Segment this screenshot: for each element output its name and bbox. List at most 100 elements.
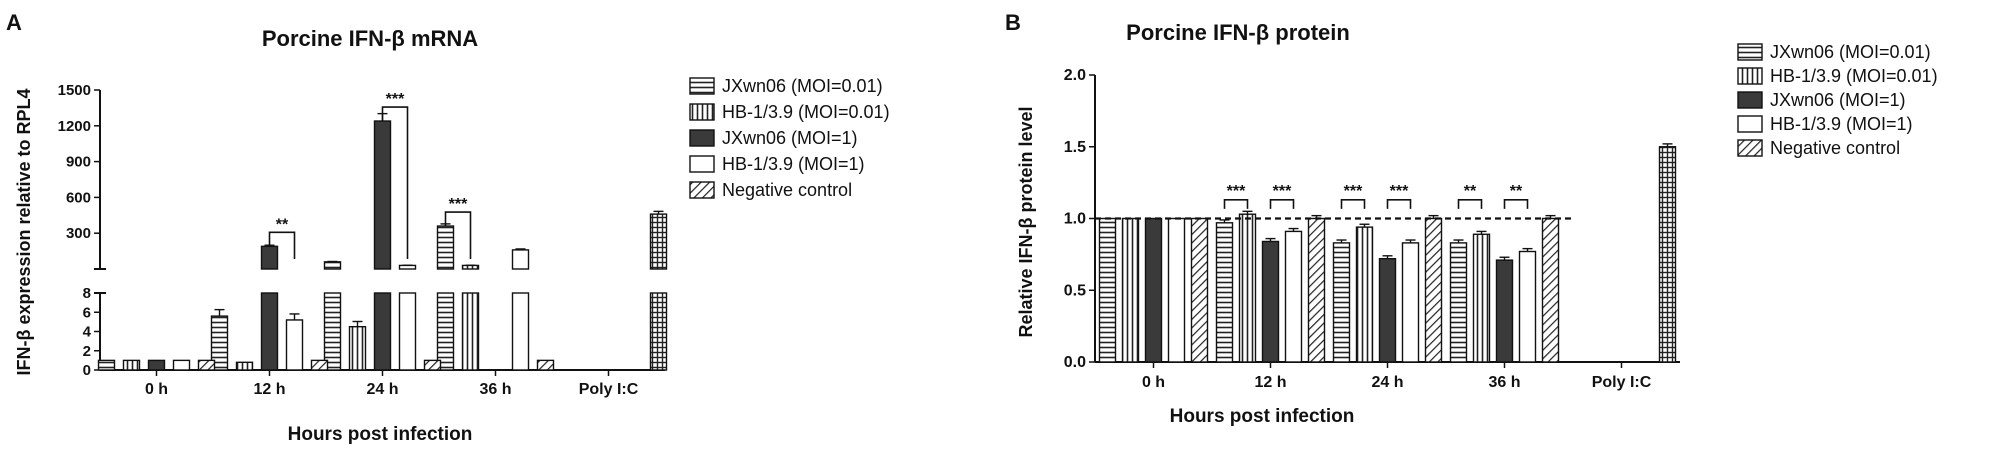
legend-swatch [1737,115,1763,133]
bar [461,264,480,270]
bar [1541,217,1560,363]
significance-bracket [1503,199,1529,209]
bar [511,249,530,270]
chart-a-xtick-label: 0 h [145,381,168,398]
bar [461,292,480,371]
bar [1355,226,1374,363]
bar [398,292,417,371]
chart-b-ytick-label: 2.0 [1064,67,1086,84]
chart-a-ytick-label: 8 [83,285,91,302]
bar [1424,217,1443,363]
legend-swatch [1737,91,1763,109]
bar [260,245,279,270]
bar [423,359,442,371]
significance-bracket [1269,199,1295,209]
significance-bracket [1457,199,1483,209]
chart-a-xlabel: Hours post infection [288,424,473,445]
chart-b-xtick-label: 36 h [1488,374,1520,391]
bar [1261,240,1280,363]
legend-swatch [689,77,715,95]
chart-a-ytick-label: 1500 [58,82,91,99]
legend-swatch [1737,139,1763,157]
bar [1098,217,1117,363]
chart-a-ytick-label: 6 [83,304,91,321]
legend-label: Negative control [722,180,852,200]
significance-bracket [381,106,409,259]
bar [172,359,191,371]
bar [1190,217,1209,363]
legend-swatch [1737,67,1763,85]
chart-a-xtick-label: 12 h [253,381,285,398]
bar [310,359,329,371]
bar [1658,146,1677,363]
panel-a-letter: A [6,10,22,35]
bar [511,292,530,371]
significance-label: ** [276,216,289,233]
legend-swatch [1737,43,1763,61]
bar [197,359,216,371]
bar [1121,217,1140,363]
bar [1401,242,1420,363]
bar [122,359,141,371]
significance-bracket [1223,199,1249,209]
legend-swatch [689,155,715,173]
significance-label: ** [1510,183,1523,200]
bar [260,292,279,371]
chart-a-ylabel: IFN-β expression relative to RPL4 [14,88,34,375]
legend-swatch [689,103,715,121]
chart-a-ytick-label: 1200 [58,118,91,135]
chart-a-xtick-label: 36 h [479,381,511,398]
bar [97,359,116,371]
chart-a-xtick-label: 24 h [366,381,398,398]
significance-bracket [444,211,472,259]
bar [649,213,668,270]
panel-b-letter: B [1005,10,1021,35]
significance-bracket [1386,199,1412,209]
bar [1284,230,1303,363]
significance-bracket [1340,199,1366,209]
chart-b-xtick-label: 24 h [1371,374,1403,391]
chart-a-ytick-label: 2 [83,343,91,360]
bar [1332,242,1351,363]
legend-label: JXwn06 (MOI=1) [722,128,858,148]
bar [1378,257,1397,363]
legend-label: JXwn06 (MOI=0.01) [1770,42,1931,62]
bar [1144,217,1163,363]
significance-label: *** [449,196,468,213]
chart-b-ytick-label: 0.0 [1064,354,1086,371]
legend-label: Negative control [1770,138,1900,158]
bar [235,361,254,371]
chart-a-xtick-label: Poly I:C [579,381,639,398]
significance-label: *** [1227,183,1246,200]
bar [348,325,367,371]
bar [323,292,342,371]
legend-label: JXwn06 (MOI=1) [1770,90,1906,110]
chart-a-ytick-label: 900 [66,154,91,171]
bar [373,120,392,270]
bar [373,292,392,371]
bar [1449,242,1468,363]
bar [285,319,304,371]
significance-label: *** [1273,183,1292,200]
chart-a-plot: 0 2 4 6 8 300 600 900 1200 1500 0 h 12 h 24 h 36 h Pol… [58,82,668,398]
bar [147,359,166,371]
chart-a-ytick-label: 300 [66,225,91,242]
bar [436,292,455,371]
significance-label: *** [1344,183,1363,200]
legend-swatch [689,129,715,147]
legend-label: HB-1/3.9 (MOI=0.01) [1770,66,1938,86]
legend-a: JXwn06 (MOI=0.01) HB-1/3.9 (MOI=0.01) JXwn… [689,76,890,200]
chart-b-title: Porcine IFN-β protein [1126,20,1350,45]
legend-swatch [689,181,715,199]
legend-label: HB-1/3.9 (MOI=0.01) [722,102,890,122]
chart-a-ytick-label: 600 [66,189,91,206]
bar [1518,250,1537,363]
significance-bracket [268,231,296,259]
chart-b-xtick-label: 12 h [1254,374,1286,391]
chart-b-ytick-label: 0.5 [1064,282,1086,299]
legend-label: HB-1/3.9 (MOI=1) [1770,114,1913,134]
bar [398,264,417,270]
chart-b-ytick-label: 1.5 [1064,139,1086,156]
significance-label: *** [386,91,405,108]
chart-b-xtick-label: Poly I:C [1592,374,1652,391]
